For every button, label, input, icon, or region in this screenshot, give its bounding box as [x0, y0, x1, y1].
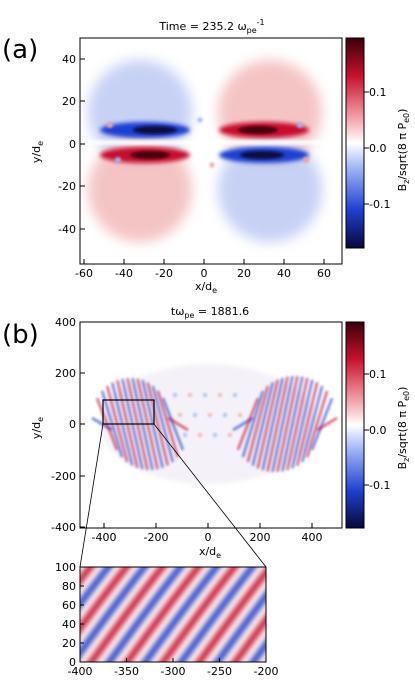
panel-a-frame	[79, 37, 343, 265]
zoom-box	[102, 399, 155, 425]
panel-b-xtick: -200	[144, 531, 169, 544]
panel-b-heatmap	[80, 322, 342, 528]
inset-ytick: 40	[62, 618, 76, 631]
panel-a-xlabel: x/de	[195, 280, 217, 295]
panel-a-ytick: 40	[62, 53, 76, 66]
panel-a-ytick: -40	[58, 223, 76, 236]
zoom-line-right	[153, 423, 267, 568]
panel-a-xtick: -40	[115, 267, 133, 280]
panel-b-cb-label: Bz/sqrt(8 π Pe0)	[396, 387, 411, 470]
panel-a-ytick: 20	[62, 95, 76, 108]
panel-a-xtick: -60	[75, 267, 93, 280]
panel-b-xtick: 200	[250, 531, 271, 544]
panel-a-xtick: 60	[317, 267, 331, 280]
panel-b-ylabel: y/de	[30, 417, 45, 439]
zoom-line-left	[79, 423, 104, 568]
panel-a-xtick: 0	[201, 267, 208, 280]
panel-b-xtick: 400	[302, 531, 323, 544]
panel-b-frame	[79, 321, 343, 529]
panel-b-cb-tick: 0.0	[369, 424, 387, 437]
panel-a-heatmap	[80, 38, 342, 264]
inset-xtick: -400	[68, 665, 93, 678]
panel-b-xaxis: -400 -200 0 200 400 x/de	[92, 523, 323, 560]
inset-heatmap	[80, 567, 266, 662]
inset-xtick: -350	[114, 665, 139, 678]
inset-ytick: 0	[69, 656, 76, 669]
panel-b-title: tωpe = 1881.6	[171, 305, 249, 320]
panel-a-tag: (a)	[2, 35, 38, 65]
panel-b-cb-tick: -0.1	[369, 479, 390, 492]
panel-b-cb-tick: 0.1	[369, 368, 387, 381]
inset-xtick: -300	[161, 665, 186, 678]
panel-a-title: Time = 235.2 ωpe-1	[158, 18, 264, 35]
panel-a-ytick: -20	[58, 180, 76, 193]
panel-b-yaxis: 400 200 0 -200 -400 y/de	[30, 316, 85, 534]
panel-b-ytick: 0	[69, 418, 76, 431]
panel-a-xtick: -20	[155, 267, 173, 280]
panel-b: (b) tωpe = 1881.6 -400 -200 0 200 400 x/…	[2, 305, 411, 568]
panel-a-colorbar: 0.1 0.0 -0.1 Bz/sqrt(8 π Pe0)	[345, 37, 411, 249]
inset-ytick: 80	[62, 580, 76, 593]
panel-a-cb-tick: 0.0	[369, 142, 387, 155]
inset-ytick: 100	[55, 561, 76, 574]
inset-xtick: -250	[207, 665, 232, 678]
panel-a-xtick: 20	[237, 267, 251, 280]
panel-b-xlabel: x/de	[199, 545, 221, 560]
inset-waves	[80, 567, 266, 662]
panel-b-xtick: -400	[92, 531, 117, 544]
inset-ytick: 20	[62, 637, 76, 650]
panel-b-ytick: 400	[55, 316, 76, 329]
inset-xaxis: -400 -350 -300 -250 -200	[68, 658, 279, 678]
inset-panel: -400 -350 -300 -250 -200 100 80 60 40 20…	[55, 561, 279, 678]
panel-a: (a) Time = 235.2 ωpe-1	[2, 18, 411, 295]
panel-b-tag: (b)	[2, 320, 39, 350]
panel-a-xtick: 40	[277, 267, 291, 280]
inset-ytick: 60	[62, 599, 76, 612]
panel-a-xaxis: -60 -40 -20 0 20 40 60 x/de	[75, 259, 331, 295]
panel-b-ytick: -400	[51, 521, 76, 534]
panel-b-colorbar: 0.1 0.0 -0.1 Bz/sqrt(8 π Pe0)	[345, 321, 411, 529]
panel-b-xtick: 0	[205, 531, 212, 544]
panel-a-ytick: 0	[69, 138, 76, 151]
panel-a-cb-tick: 0.1	[369, 86, 387, 99]
inset-yaxis: 100 80 60 40 20 0	[55, 561, 84, 669]
panel-b-ytick: -200	[51, 470, 76, 483]
panel-a-cb-tick: -0.1	[369, 198, 390, 211]
panel-a-cb-label: Bz/sqrt(8 π Pe0)	[396, 109, 411, 192]
panel-b-ytick: 200	[55, 367, 76, 380]
inset-xtick: -200	[254, 665, 279, 678]
panel-a-yaxis: 40 20 0 -20 -40 y/de	[30, 53, 85, 236]
panel-a-ylabel: y/de	[30, 141, 45, 163]
